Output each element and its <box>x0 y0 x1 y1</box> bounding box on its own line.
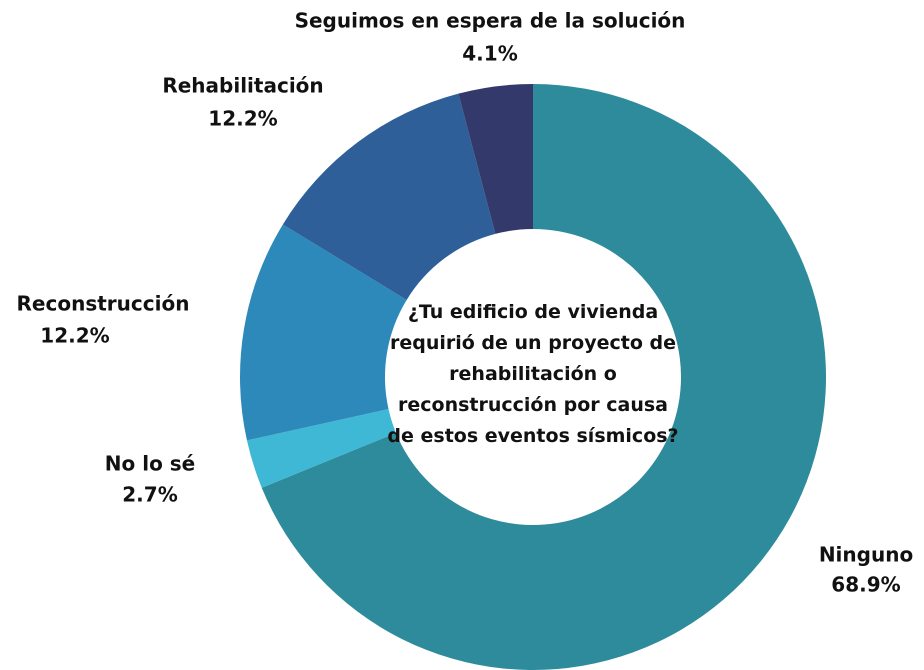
value-label: 12.2% <box>40 324 109 348</box>
slice-label: Ninguno <box>819 543 913 567</box>
slice <box>240 224 407 441</box>
slice <box>282 93 496 300</box>
value-label: 12.2% <box>208 107 277 131</box>
slice-label: Rehabilitación <box>162 74 323 98</box>
value-label: 4.1% <box>462 42 517 66</box>
slice-label: No lo sé <box>105 452 195 476</box>
slice <box>261 84 826 670</box>
value-label: 2.7% <box>122 483 177 507</box>
center-text: ¿Tu edificio de vivienda requirió de un … <box>387 301 679 447</box>
value-label: 68.9% <box>831 573 900 597</box>
slice-label: Seguimos en espera de la solución <box>295 9 686 33</box>
slice-label: Reconstrucción <box>17 292 190 316</box>
slice <box>458 84 533 234</box>
slice <box>246 409 396 488</box>
